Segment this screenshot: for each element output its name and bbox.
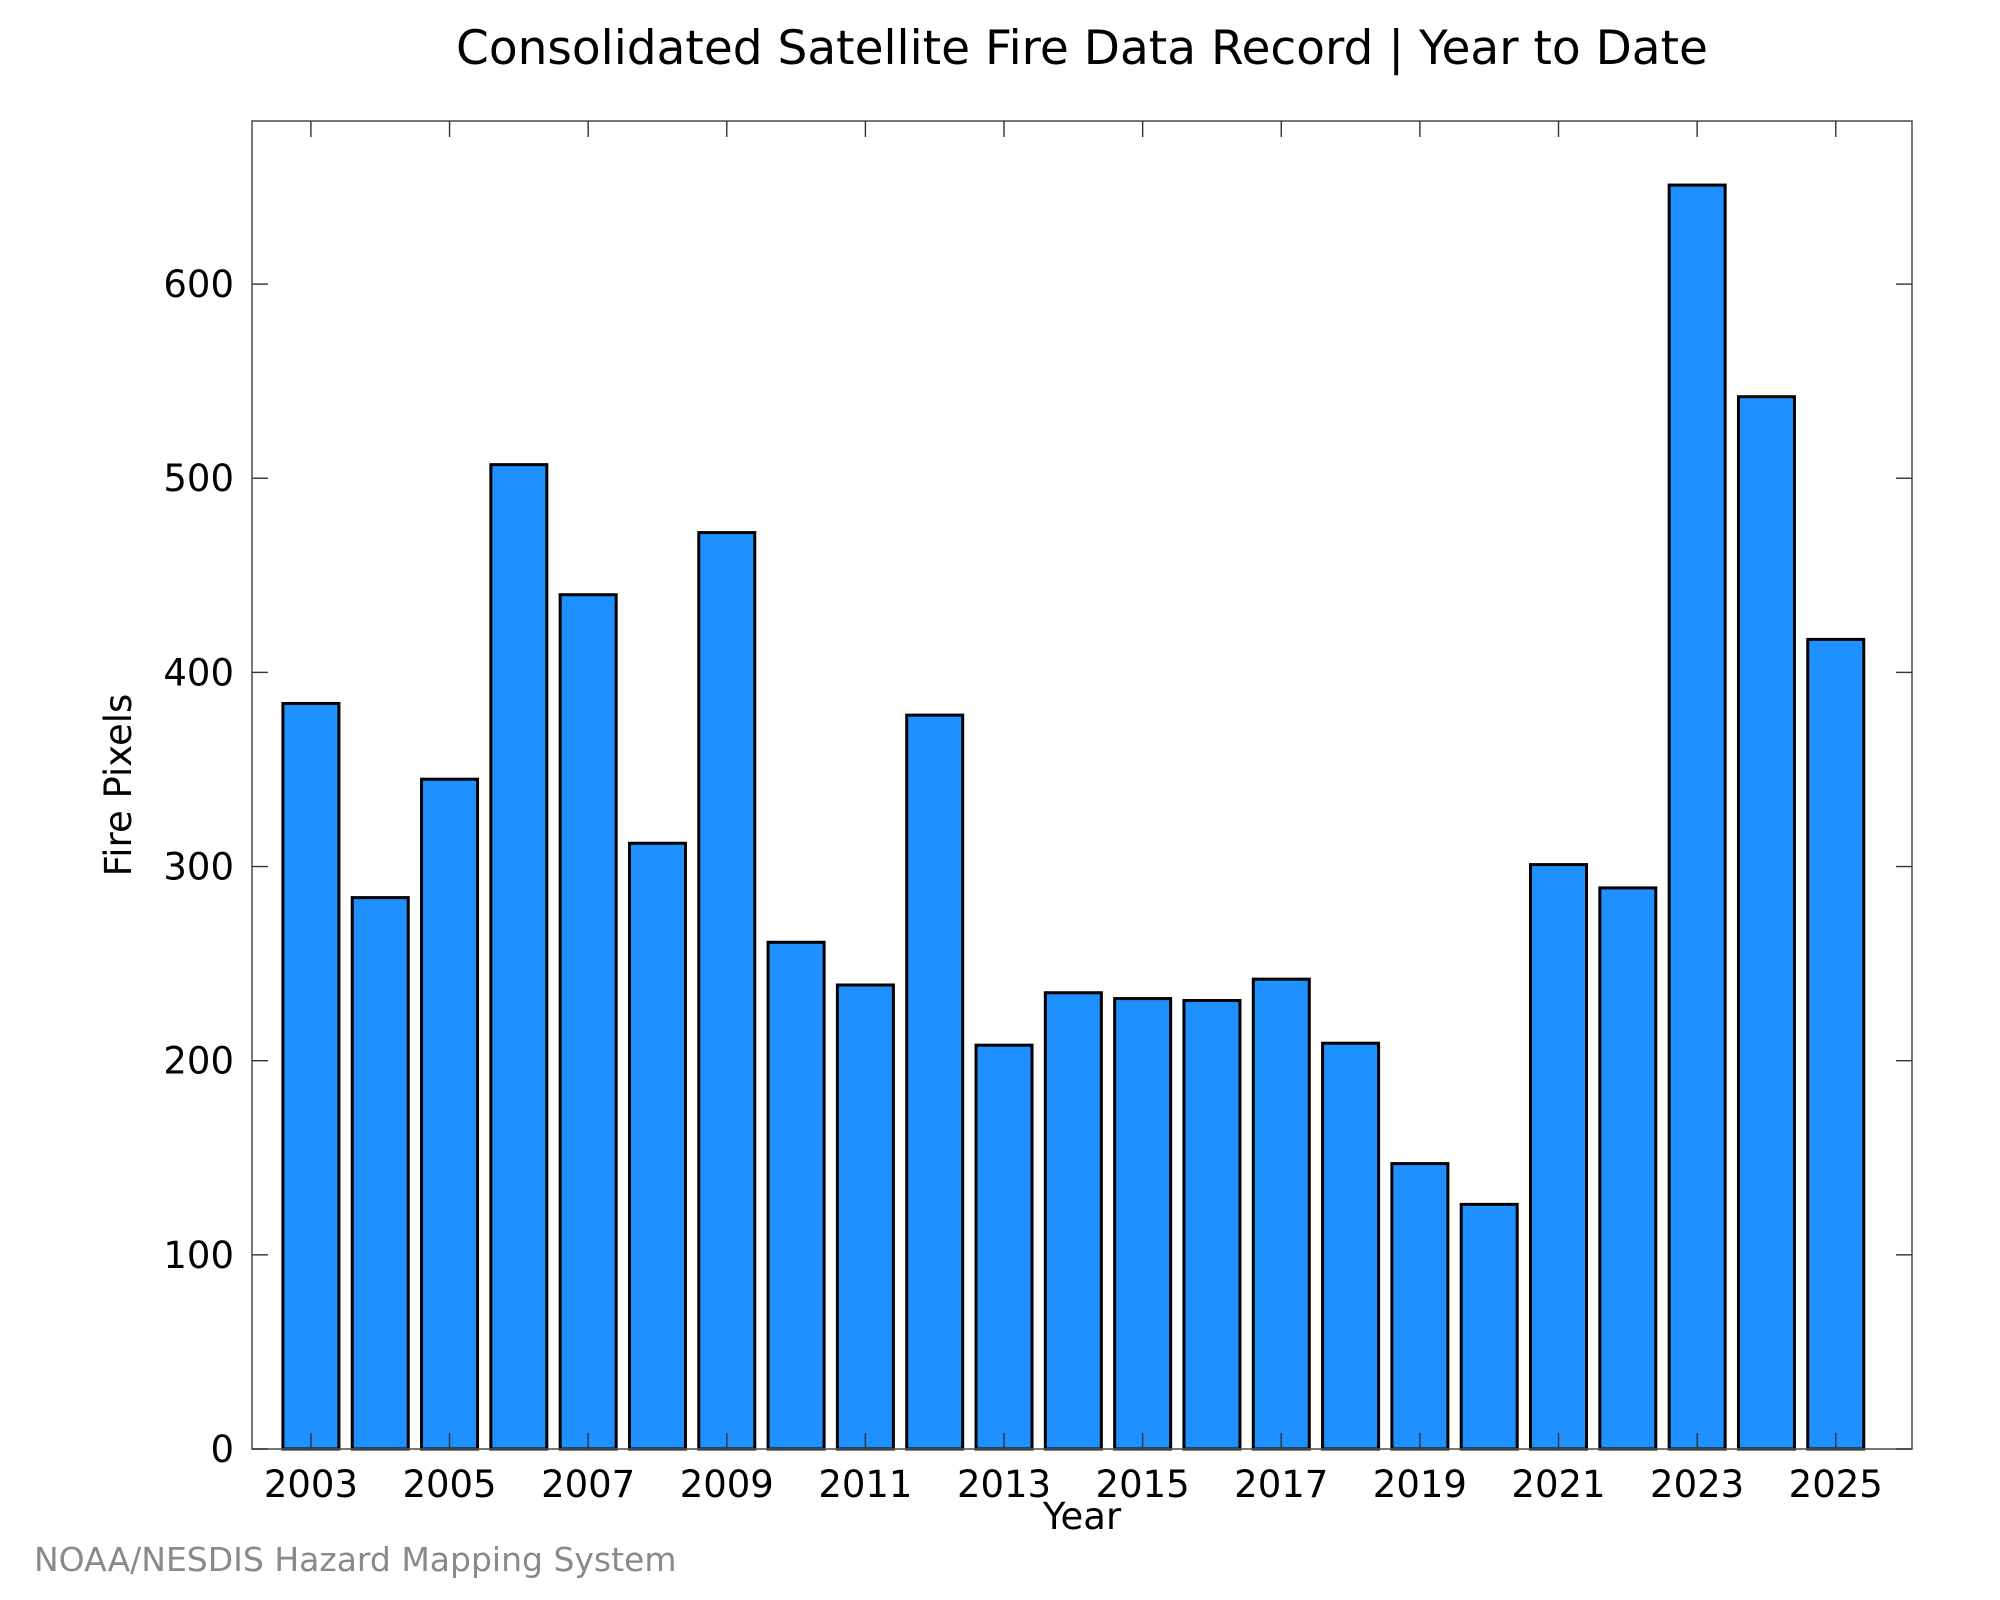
plot-frame [251, 120, 1913, 1450]
bar-2023 [1667, 183, 1727, 1451]
bar-2008 [627, 841, 687, 1451]
bar-2004 [350, 896, 410, 1451]
bar-2012 [905, 713, 965, 1451]
x-tick-label: 2009 [680, 1463, 774, 1506]
bar-2019 [1390, 1162, 1450, 1451]
bar-2022 [1598, 886, 1658, 1451]
x-tick-label: 2011 [818, 1463, 912, 1506]
x-tick-label: 2019 [1373, 1463, 1467, 1506]
bar-2018 [1321, 1041, 1381, 1451]
bar-2020 [1459, 1202, 1519, 1451]
x-axis-label: Year [1042, 1495, 1122, 1538]
bar-2005 [420, 777, 480, 1451]
x-tick-label: 2007 [541, 1463, 635, 1506]
y-tick-label: 500 [163, 457, 234, 500]
chart-title: Consolidated Satellite Fire Data Record … [456, 21, 1708, 76]
y-tick-label: 0 [210, 1428, 234, 1471]
y-axis-label: Fire Pixels [97, 694, 140, 877]
y-tick-label: 100 [163, 1234, 234, 1277]
y-tick-label: 600 [163, 263, 234, 306]
bars-group [281, 183, 1866, 1451]
x-tick-label: 2013 [957, 1463, 1051, 1506]
bar-2007 [558, 593, 618, 1451]
bar-2011 [835, 983, 895, 1451]
bar-2015 [1113, 997, 1173, 1451]
bar-2014 [1043, 991, 1103, 1451]
y-axis: 0 100 200 300 400 500 600 [163, 263, 1912, 1471]
x-tick-label: 2023 [1650, 1463, 1744, 1506]
x-tick-label: 2025 [1789, 1463, 1883, 1506]
x-tick-label: 2021 [1511, 1463, 1605, 1506]
x-tick-label: 2015 [1096, 1463, 1190, 1506]
bar-2024 [1736, 395, 1796, 1451]
bar-2010 [766, 940, 826, 1451]
bar-2003 [281, 701, 341, 1451]
bar-2009 [697, 531, 757, 1451]
y-tick-label: 300 [163, 846, 234, 889]
x-tick-label: 2003 [264, 1463, 358, 1506]
bar-2025 [1806, 637, 1866, 1451]
x-axis: 2003 2005 2007 2009 2011 2013 2015 2017 2019 2021… [264, 121, 1883, 1506]
source-credit: NOAA/NESDIS Hazard Mapping System [34, 1540, 677, 1579]
bar-2013 [974, 1043, 1034, 1451]
bar-2016 [1182, 999, 1242, 1451]
bar-2006 [489, 463, 549, 1451]
x-tick-label: 2017 [1234, 1463, 1328, 1506]
y-tick-label: 400 [163, 651, 234, 694]
bar-2017 [1251, 977, 1311, 1451]
bar-2021 [1529, 863, 1589, 1451]
y-tick-label: 200 [163, 1040, 234, 1083]
x-tick-label: 2005 [402, 1463, 496, 1506]
